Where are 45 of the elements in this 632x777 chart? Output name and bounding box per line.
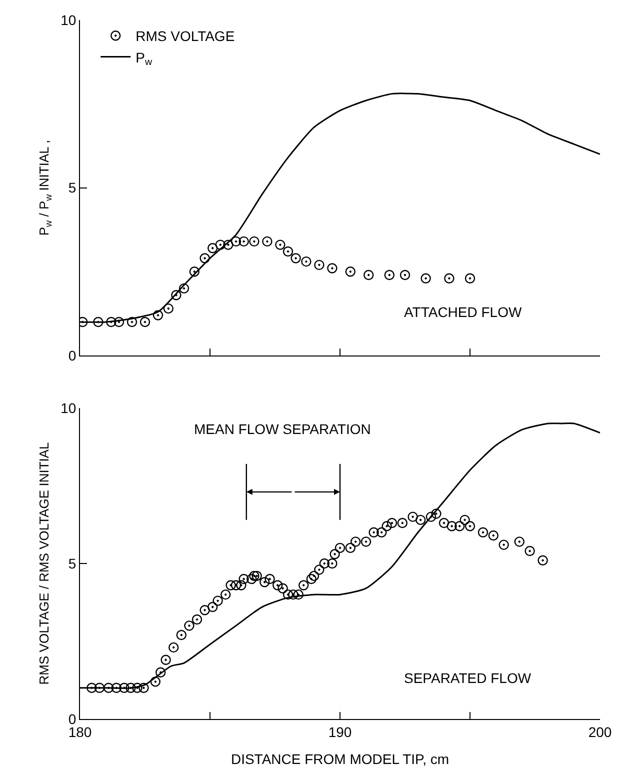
point [301, 256, 312, 267]
y-tick-label: 0 [68, 347, 76, 364]
point [230, 236, 242, 247]
y-axis-title: RMS VOLTAGE / RMS VOLTAGE INITIAL [36, 442, 52, 685]
point [215, 240, 226, 250]
point [275, 240, 286, 250]
point [364, 270, 374, 280]
point [114, 316, 124, 328]
annotation: SEPARATED FLOW [404, 670, 532, 686]
point [200, 253, 210, 264]
x-axis-title: DISTANCE FROM MODEL TIP, cm [230, 751, 450, 768]
point [282, 246, 294, 257]
y-tick-label: 10 [60, 400, 76, 416]
x-tick-label: 200 [588, 724, 612, 740]
x-tick-label: 190 [328, 724, 352, 740]
point [189, 266, 200, 277]
point [314, 260, 324, 270]
point [327, 263, 338, 274]
point [400, 270, 410, 280]
point [420, 273, 431, 284]
point [152, 310, 164, 320]
point [262, 236, 272, 247]
ref-line-label: MEAN FLOW SEPARATION [194, 421, 371, 437]
point [126, 316, 138, 328]
point [208, 243, 218, 254]
point [249, 236, 260, 247]
point [444, 273, 454, 284]
y-tick-label: 5 [68, 180, 76, 196]
point [93, 316, 104, 328]
legend-label: RMS VOLTAGE [136, 28, 235, 44]
legend-label: P$_{w}$ [136, 49, 153, 68]
point [140, 316, 150, 328]
point [384, 270, 394, 280]
point [290, 253, 301, 264]
y-tick-label: 10 [60, 12, 76, 28]
point [163, 303, 174, 314]
y-tick-label: 5 [68, 555, 76, 572]
point [106, 316, 116, 328]
point [345, 266, 356, 277]
point [464, 273, 476, 284]
point [171, 290, 182, 300]
point [223, 240, 234, 250]
point [178, 283, 190, 294]
annotation: ATTACHED FLOW [404, 304, 522, 320]
point [238, 236, 249, 247]
